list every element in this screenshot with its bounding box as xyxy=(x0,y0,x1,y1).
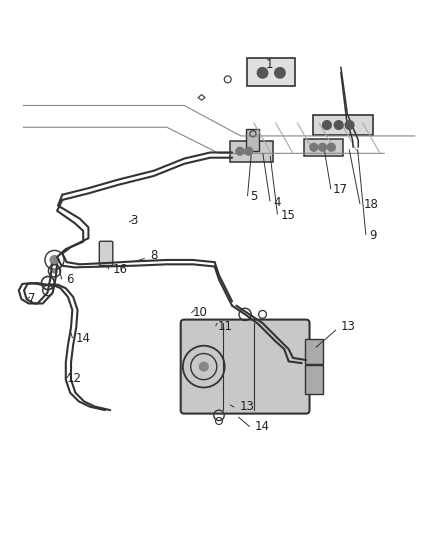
Circle shape xyxy=(322,120,331,130)
Circle shape xyxy=(327,143,335,151)
FancyBboxPatch shape xyxy=(230,141,273,161)
FancyBboxPatch shape xyxy=(305,365,322,394)
Text: 14: 14 xyxy=(255,420,270,433)
Circle shape xyxy=(236,147,244,155)
Circle shape xyxy=(334,120,343,130)
Circle shape xyxy=(50,256,59,264)
Text: 18: 18 xyxy=(364,198,378,211)
Text: 3: 3 xyxy=(130,214,137,227)
FancyBboxPatch shape xyxy=(304,139,343,156)
Circle shape xyxy=(199,362,208,371)
Text: 6: 6 xyxy=(66,273,73,286)
Text: 15: 15 xyxy=(281,208,296,222)
Circle shape xyxy=(52,269,57,273)
Text: 9: 9 xyxy=(369,229,377,241)
Circle shape xyxy=(319,143,326,151)
Text: 12: 12 xyxy=(67,372,81,385)
FancyBboxPatch shape xyxy=(181,320,310,414)
Text: 10: 10 xyxy=(193,306,208,319)
Text: 17: 17 xyxy=(333,182,348,196)
FancyBboxPatch shape xyxy=(247,58,295,86)
Circle shape xyxy=(275,68,285,78)
Circle shape xyxy=(345,120,354,130)
Text: 7: 7 xyxy=(28,292,36,305)
Circle shape xyxy=(310,143,318,151)
Text: 1: 1 xyxy=(266,59,273,71)
FancyBboxPatch shape xyxy=(99,241,113,265)
Text: 13: 13 xyxy=(341,320,356,333)
Circle shape xyxy=(257,68,268,78)
Text: 16: 16 xyxy=(113,263,127,277)
FancyBboxPatch shape xyxy=(314,115,373,135)
Text: 11: 11 xyxy=(218,320,233,333)
FancyBboxPatch shape xyxy=(305,339,322,364)
Text: 4: 4 xyxy=(273,196,281,208)
FancyBboxPatch shape xyxy=(246,129,259,151)
Text: 13: 13 xyxy=(240,400,255,413)
Text: 14: 14 xyxy=(75,332,90,345)
Text: 5: 5 xyxy=(251,190,258,204)
Text: 8: 8 xyxy=(150,249,158,262)
Circle shape xyxy=(245,147,253,155)
